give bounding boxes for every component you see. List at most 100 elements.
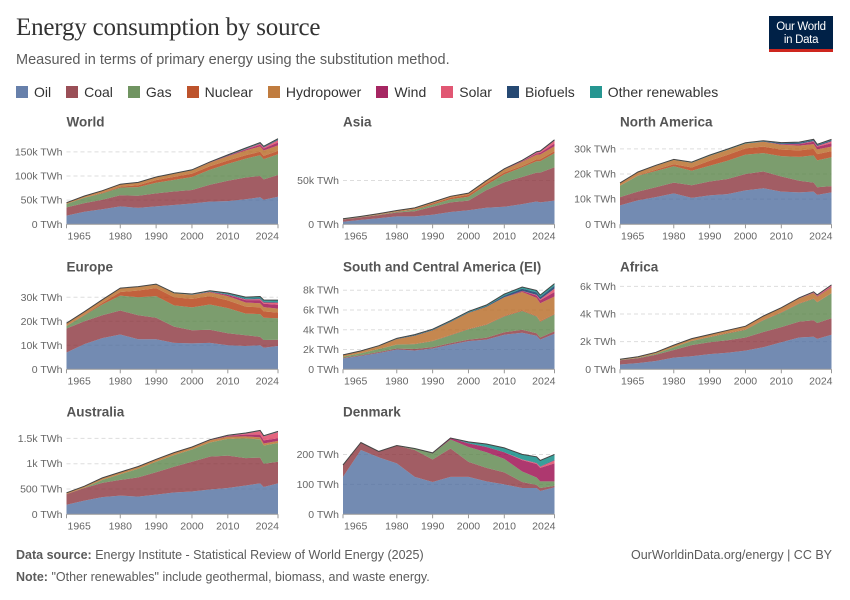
note-text: "Other renewables" include geothermal, b…	[51, 570, 430, 584]
x-tick-label: 2000	[180, 520, 204, 532]
x-tick-label: 1990	[698, 375, 722, 387]
x-tick-label: 2024	[256, 520, 280, 532]
x-tick-label: 2024	[809, 375, 833, 387]
area-nuclear[interactable]	[66, 150, 279, 204]
area-coal[interactable]	[343, 442, 555, 492]
area-gas[interactable]	[620, 153, 832, 198]
area-nuclear[interactable]	[620, 292, 832, 360]
y-tick-label: 20k TWh	[574, 169, 616, 181]
legend-item-gas[interactable]: Gas	[127, 84, 172, 100]
x-tick-label: 2024	[532, 230, 556, 242]
area-coal[interactable]	[66, 175, 279, 216]
panel-title: North America	[620, 114, 713, 129]
area-hydropower[interactable]	[620, 287, 832, 360]
legend-label: Oil	[34, 84, 52, 100]
data-source-link[interactable]: Energy Institute - Statistical Review of…	[95, 548, 424, 562]
area-hydropower[interactable]	[620, 141, 832, 186]
x-tick-label: 1965	[344, 375, 368, 387]
area-gas[interactable]	[66, 154, 279, 208]
legend-item-other-renewables[interactable]: Other renewables	[589, 84, 718, 100]
area-biofuels[interactable]	[343, 285, 555, 356]
area-coal[interactable]	[66, 455, 279, 505]
area-oil[interactable]	[343, 200, 555, 225]
area-other-renewables[interactable]	[343, 438, 555, 467]
x-tick-label: 1980	[109, 520, 133, 532]
area-other-renewables[interactable]	[343, 283, 555, 356]
area-hydropower[interactable]	[66, 284, 279, 326]
y-tick-label: 0 TWh	[32, 509, 63, 521]
area-nuclear[interactable]	[620, 146, 832, 186]
x-tick-label: 2024	[809, 230, 833, 242]
area-hydropower[interactable]	[66, 145, 279, 204]
area-nuclear[interactable]	[66, 288, 279, 327]
area-oil[interactable]	[66, 483, 279, 515]
y-tick-label: 50k TWh	[297, 175, 339, 187]
legend-item-hydropower[interactable]: Hydropower	[267, 84, 361, 100]
area-oil[interactable]	[620, 334, 832, 370]
area-gas[interactable]	[620, 293, 832, 361]
y-tick-label: 0 TWh	[308, 364, 339, 376]
panel-title: Australia	[67, 404, 125, 419]
area-gas[interactable]	[66, 295, 279, 340]
area-oil[interactable]	[66, 334, 279, 370]
total-outline	[66, 429, 279, 494]
area-coal[interactable]	[620, 318, 832, 365]
legend-item-wind[interactable]: Wind	[376, 84, 426, 100]
legend-swatch	[589, 86, 602, 98]
owid-logo[interactable]: Our World in Data	[769, 16, 833, 52]
area-gas[interactable]	[343, 439, 555, 489]
area-oil[interactable]	[343, 332, 555, 370]
x-tick-label: 1990	[144, 375, 168, 387]
legend-item-coal[interactable]: Coal	[66, 84, 113, 100]
area-coal[interactable]	[620, 171, 832, 206]
legend: Oil Coal Gas Nuclear Hydropower Wind Solar Biof…	[16, 84, 718, 100]
area-coal[interactable]	[343, 167, 555, 222]
x-tick-label: 1990	[421, 230, 445, 242]
legend-swatch	[66, 86, 79, 98]
credit-link[interactable]: OurWorldinData.org/energy | CC BY	[630, 548, 832, 562]
x-tick-label: 2010	[770, 375, 794, 387]
x-tick-label: 2000	[457, 375, 481, 387]
x-tick-label: 1965	[621, 375, 645, 387]
area-oil[interactable]	[343, 450, 555, 515]
y-tick-label: 10k TWh	[21, 340, 63, 352]
x-tick-label: 1965	[68, 520, 92, 532]
legend-item-oil[interactable]: Oil	[16, 84, 51, 100]
area-coal[interactable]	[66, 310, 279, 353]
area-coal[interactable]	[343, 329, 555, 359]
legend-label: Coal	[84, 84, 113, 100]
x-tick-label: 2010	[216, 230, 240, 242]
legend-swatch	[16, 86, 28, 98]
area-gas[interactable]	[343, 311, 555, 358]
legend-swatch	[186, 86, 199, 98]
panel-south-and-central-america-ei-: South and Central America (EI) 0 TWh 2k TW…	[303, 259, 556, 387]
y-tick-label: 20k TWh	[21, 316, 63, 328]
total-outline	[619, 284, 832, 360]
panel-title: Africa	[620, 259, 659, 274]
area-wind[interactable]	[343, 438, 555, 482]
x-tick-label: 1990	[144, 230, 168, 242]
data-source-label: Data source:	[16, 548, 92, 562]
legend-swatch	[376, 86, 389, 98]
area-gas[interactable]	[66, 438, 279, 495]
x-tick-label: 1990	[421, 375, 445, 387]
legend-item-biofuels[interactable]: Biofuels	[506, 84, 575, 100]
x-tick-label: 1980	[109, 375, 133, 387]
x-tick-label: 2000	[734, 230, 758, 242]
legend-item-solar[interactable]: Solar	[441, 84, 492, 100]
x-tick-label: 2000	[180, 375, 204, 387]
area-nuclear[interactable]	[343, 310, 555, 357]
area-oil[interactable]	[66, 196, 279, 225]
area-hydropower[interactable]	[343, 292, 555, 357]
area-oil[interactable]	[620, 188, 832, 225]
y-tick-label: 1k TWh	[27, 458, 63, 470]
x-tick-label: 2010	[216, 520, 240, 532]
x-tick-label: 1990	[144, 520, 168, 532]
legend-label: Gas	[145, 84, 172, 100]
y-tick-label: 10k TWh	[574, 194, 616, 206]
legend-item-nuclear[interactable]: Nuclear	[186, 84, 253, 100]
x-tick-label: 1980	[385, 230, 409, 242]
legend-swatch	[506, 86, 519, 98]
area-biofuels[interactable]	[66, 284, 279, 324]
x-tick-label: 1965	[344, 230, 368, 242]
